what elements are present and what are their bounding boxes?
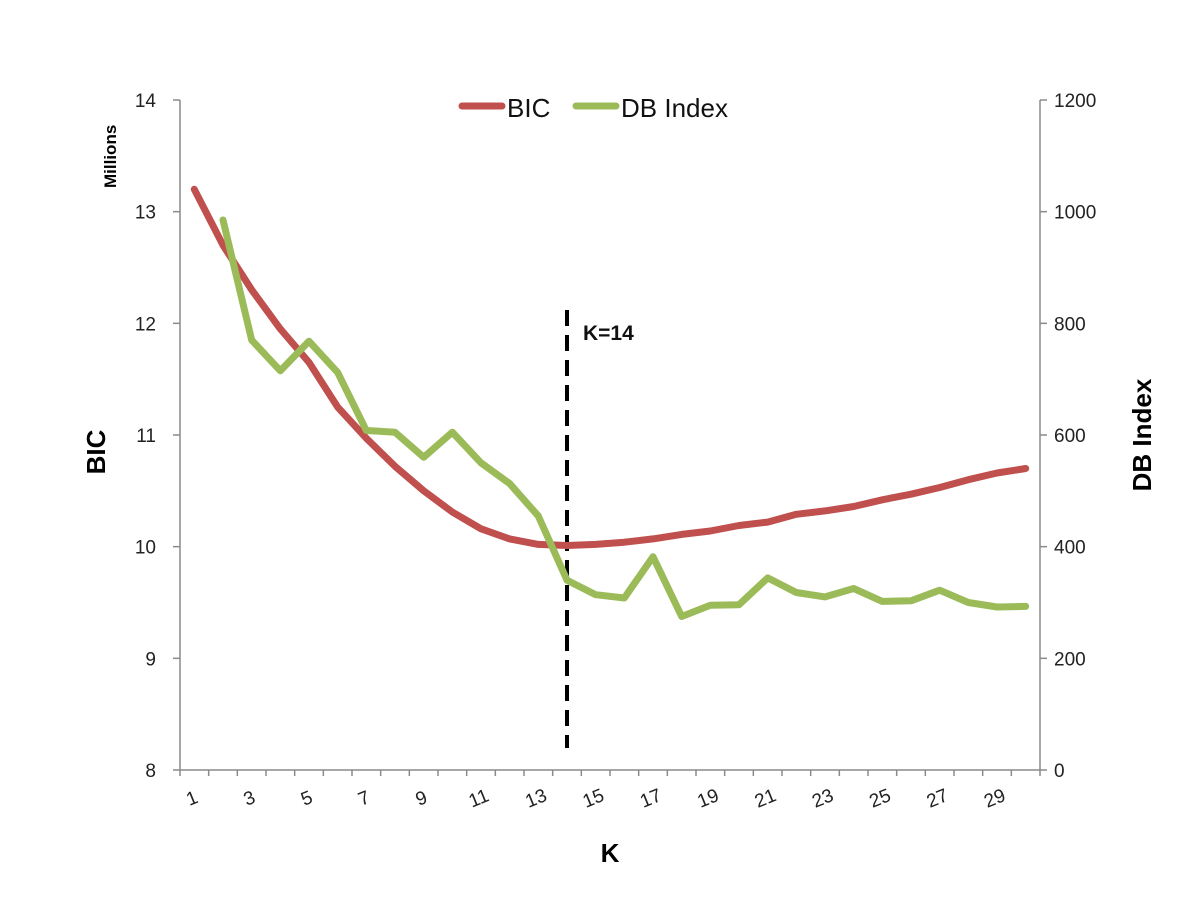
series-group (190, 185, 1030, 620)
x-axis-title: K (601, 838, 620, 868)
y2-axis-title: DB Index (1127, 378, 1157, 491)
x-tick-label: 23 (809, 785, 836, 812)
legend-label-bic: BIC (507, 93, 550, 123)
x-tick-label: 17 (637, 785, 664, 812)
x-tick-label: 21 (752, 785, 779, 812)
y-tick-label: 13 (135, 203, 156, 224)
k14-annotation-label: K=14 (583, 322, 634, 345)
y2-tick-label: 1000 (1054, 203, 1096, 224)
y-axis-title: BIC (81, 429, 111, 474)
x-tick-label: 25 (867, 785, 894, 812)
x-tick-label: 9 (413, 787, 431, 810)
y-tick-label: 11 (136, 426, 156, 447)
x-tick-label: 27 (924, 785, 951, 812)
y2-tick-label: 400 (1054, 538, 1086, 559)
x-tick-label: 1 (183, 787, 201, 810)
legend-label-db-index: DB Index (621, 93, 728, 123)
x-tick-label: 3 (241, 787, 259, 810)
annotation-group: K=14 (565, 310, 634, 748)
x-tick-label: 7 (355, 787, 373, 810)
y-tick-label: 9 (145, 649, 156, 670)
right-y-axis-ticks: 0 200 400 600 800 1000 1200 (1040, 91, 1096, 782)
x-tick-label: 13 (523, 785, 550, 812)
x-tick-label: 5 (298, 787, 316, 810)
x-tick-label: 19 (695, 785, 722, 812)
y2-tick-label: 200 (1054, 649, 1086, 670)
y-tick-label: 12 (135, 314, 156, 335)
y-axis-units-label: Millions (101, 125, 120, 188)
y2-tick-label: 600 (1054, 426, 1086, 447)
x-axis-ticks: 1 3 5 7 9 11 13 15 17 19 21 23 25 27 29 (179, 770, 1041, 813)
series-line-bic (190, 185, 1030, 549)
y-tick-label: 10 (135, 538, 156, 559)
y2-tick-label: 0 (1054, 761, 1065, 782)
y2-tick-label: 1200 (1054, 91, 1096, 112)
legend: BIC DB Index (458, 93, 728, 123)
x-tick-label: 11 (466, 785, 492, 812)
y-tick-label: 14 (135, 91, 157, 112)
left-y-axis-ticks: 8 9 10 11 12 13 14 (135, 91, 180, 782)
y2-tick-label: 800 (1054, 314, 1086, 335)
x-tick-label: 15 (580, 785, 607, 812)
x-tick-label: 29 (981, 785, 1008, 812)
y-tick-label: 8 (145, 761, 156, 782)
